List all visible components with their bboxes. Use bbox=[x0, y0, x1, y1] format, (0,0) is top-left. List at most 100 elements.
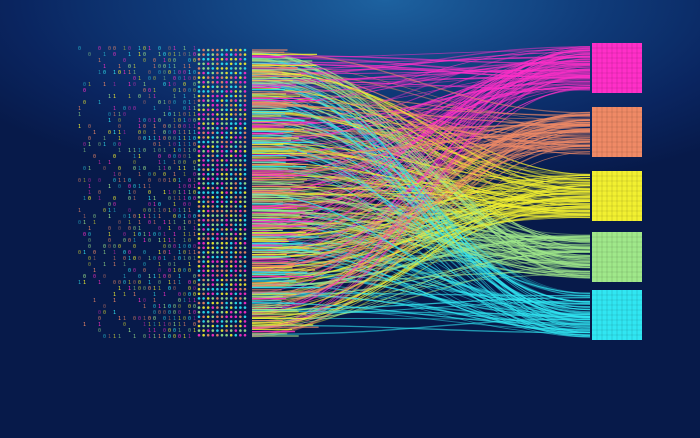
binary-digit: 1 bbox=[128, 286, 131, 292]
grid-dot bbox=[229, 260, 233, 263]
binary-digit: 1 bbox=[103, 142, 106, 148]
binary-digit: 1 bbox=[153, 124, 156, 130]
binary-digit: 1 bbox=[178, 190, 181, 196]
grid-dot bbox=[229, 80, 233, 84]
grid-dot bbox=[206, 172, 210, 176]
grid-dot bbox=[225, 269, 228, 273]
binary-digit: 0 bbox=[148, 220, 151, 226]
grid-dot bbox=[229, 177, 233, 181]
grid-dot bbox=[220, 113, 224, 116]
grid-dot bbox=[243, 149, 247, 153]
grid-dot bbox=[229, 301, 233, 305]
binary-digit: 1 bbox=[183, 208, 186, 214]
binary-digit: 0 bbox=[193, 322, 196, 328]
binary-digit: 0 bbox=[133, 268, 136, 274]
grid-dot bbox=[243, 246, 247, 250]
grid-dot bbox=[229, 149, 233, 153]
grid-dot bbox=[216, 255, 219, 259]
grid-dot bbox=[197, 57, 201, 61]
grid-dot bbox=[234, 255, 238, 259]
grid-dot bbox=[220, 122, 224, 125]
grid-dot bbox=[216, 182, 219, 185]
grid-dot bbox=[239, 209, 242, 213]
grid-dot bbox=[216, 297, 219, 300]
binary-digit: 1 bbox=[153, 208, 156, 214]
binary-digit: 0 bbox=[93, 214, 96, 220]
binary-digit: 0 bbox=[163, 310, 166, 316]
grid-dot bbox=[206, 177, 210, 181]
grid-dot bbox=[211, 67, 215, 70]
grid-dot bbox=[234, 223, 238, 227]
binary-digit: 1 bbox=[178, 250, 181, 256]
grid-dot bbox=[234, 195, 238, 199]
grid-dot bbox=[229, 85, 233, 89]
grid-dot bbox=[211, 251, 215, 254]
binary-digit: 0 bbox=[83, 166, 86, 172]
grid-dot bbox=[211, 76, 215, 79]
grid-dot bbox=[243, 241, 247, 245]
binary-digit: 1 bbox=[193, 328, 196, 334]
binary-digit: 1 bbox=[78, 280, 81, 286]
binary-digit: 0 bbox=[193, 280, 196, 286]
binary-digit: 0 bbox=[193, 148, 196, 154]
grid-dot bbox=[229, 292, 233, 296]
grid-dot bbox=[220, 67, 224, 70]
grid-dot bbox=[220, 140, 224, 144]
binary-digit: 0 bbox=[168, 112, 171, 118]
binary-digit: 0 bbox=[148, 178, 151, 184]
binary-digit: 0 bbox=[88, 136, 91, 142]
grid-dot bbox=[197, 278, 201, 282]
binary-digit: 1 bbox=[113, 334, 116, 340]
grid-dot bbox=[225, 301, 228, 305]
grid-dot bbox=[239, 205, 242, 208]
binary-digit: 1 bbox=[163, 232, 166, 238]
grid-dot bbox=[206, 145, 210, 148]
grid-dot bbox=[202, 246, 205, 250]
binary-digit: 0 bbox=[173, 310, 176, 316]
binary-digit: 1 bbox=[83, 148, 86, 154]
grid-dot bbox=[211, 122, 215, 125]
grid-dot bbox=[197, 251, 201, 254]
grid-dot bbox=[225, 251, 228, 254]
grid-dot bbox=[206, 209, 210, 213]
binary-digit: 1 bbox=[113, 70, 116, 76]
binary-digit: 0 bbox=[143, 298, 146, 304]
grid-dot bbox=[225, 320, 228, 323]
flow-line bbox=[251, 176, 591, 202]
grid-dot bbox=[206, 186, 210, 190]
binary-digit: 0 bbox=[118, 142, 121, 148]
binary-digit: 0 bbox=[88, 262, 91, 268]
binary-digit: 1 bbox=[168, 190, 171, 196]
binary-digit: 1 bbox=[168, 178, 171, 184]
binary-digit: 0 bbox=[163, 136, 166, 142]
grid-dot bbox=[202, 57, 205, 61]
binary-digit: 0 bbox=[183, 160, 186, 166]
binary-digit: 1 bbox=[138, 148, 141, 154]
grid-dot bbox=[225, 126, 228, 130]
binary-digit: 1 bbox=[178, 130, 181, 136]
binary-digit: 0 bbox=[128, 238, 131, 244]
grid-dot bbox=[239, 274, 242, 277]
grid-dot bbox=[216, 278, 219, 282]
binary-digit: 0 bbox=[83, 100, 86, 106]
binary-digit: 1 bbox=[183, 226, 186, 232]
binary-digit: 1 bbox=[133, 286, 136, 292]
grid-dot bbox=[220, 131, 224, 135]
grid-dot bbox=[211, 85, 215, 89]
binary-digit: 1 bbox=[123, 292, 126, 298]
grid-dot bbox=[197, 195, 201, 199]
grid-dot bbox=[216, 310, 219, 314]
binary-digit: 0 bbox=[173, 190, 176, 196]
binary-digit: 1 bbox=[133, 334, 136, 340]
grid-dot bbox=[197, 182, 201, 185]
flow-line bbox=[251, 79, 591, 259]
grid-dot bbox=[202, 80, 205, 84]
grid-dot bbox=[229, 287, 233, 291]
flow-line bbox=[251, 251, 591, 275]
grid-dot bbox=[239, 315, 242, 319]
binary-digit: 1 bbox=[183, 130, 186, 136]
grid-dot bbox=[206, 94, 210, 98]
grid-dot bbox=[206, 269, 210, 273]
grid-dot bbox=[216, 251, 219, 254]
grid-dot bbox=[243, 186, 247, 190]
